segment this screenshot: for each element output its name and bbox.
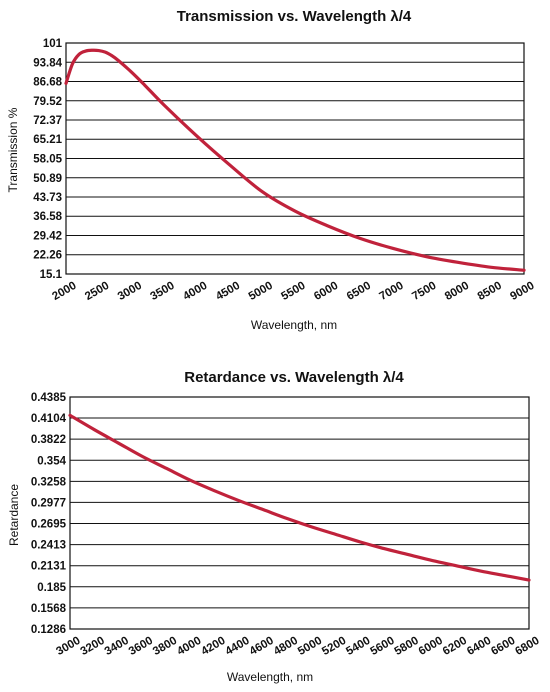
- transmission-x-tick-label: 7500: [410, 280, 438, 303]
- transmission-chart: Transmission vs. Wavelength λ/4 101 93.84…: [6, 8, 537, 332]
- retardance-x-tick-label: 3600: [127, 635, 155, 658]
- retardance-x-axis-label: Wavelength, nm: [227, 670, 313, 684]
- retardance-x-tick-label: 5400: [344, 635, 372, 658]
- retardance-y-tick-label: 0.1568: [31, 603, 67, 615]
- retardance-y-tick-label: 0.354: [37, 455, 66, 467]
- transmission-y-tick-label: 58.05: [33, 154, 62, 166]
- retardance-x-tick-label: 3200: [79, 635, 107, 658]
- retardance-y-tick-labels: 0.4385 0.4104 0.3822 0.354 0.3258 0.2977 0.269…: [31, 392, 67, 636]
- retardance-y-tick-label: 0.3822: [31, 434, 66, 446]
- retardance-x-tick-label: 4200: [199, 635, 227, 658]
- retardance-y-tick-label: 0.2977: [31, 497, 66, 509]
- transmission-x-tick-label: 4500: [214, 280, 242, 303]
- transmission-y-tick-label: 93.84: [33, 57, 62, 69]
- retardance-plot-frame: [69, 396, 530, 630]
- transmission-y-tick-label: 86.68: [33, 77, 62, 89]
- transmission-y-tick-label: 29.42: [33, 230, 62, 242]
- retardance-chart-title: Retardance vs. Wavelength λ/4: [184, 369, 404, 386]
- retardance-x-tick-label: 6800: [513, 635, 541, 658]
- transmission-y-tick-label: 79.52: [33, 96, 62, 108]
- retardance-x-tick-label: 5800: [393, 635, 421, 658]
- transmission-gridlines: [66, 42, 524, 275]
- transmission-x-tick-label: 3500: [149, 280, 177, 303]
- transmission-x-tick-label: 6500: [345, 280, 373, 303]
- retardance-x-tick-label: 6600: [489, 635, 517, 658]
- transmission-y-axis-label: Transmission %: [6, 107, 20, 192]
- transmission-x-tick-label: 3000: [116, 280, 144, 303]
- retardance-y-tick-label: 0.4104: [31, 413, 67, 425]
- transmission-plot-frame: [65, 42, 525, 275]
- retardance-x-tick-label: 6000: [417, 635, 445, 658]
- transmission-y-tick-label: 65.21: [33, 134, 62, 146]
- retardance-x-tick-label: 3800: [151, 635, 179, 658]
- transmission-y-tick-labels: 101 93.84 86.68 79.52 72.37 65.21 58.05 50.89 43…: [33, 38, 62, 281]
- retardance-series-line: [68, 413, 531, 582]
- retardance-y-tick-label: 0.3258: [31, 476, 67, 488]
- transmission-x-tick-label: 8500: [476, 280, 504, 303]
- transmission-y-tick-label: 43.73: [33, 192, 62, 204]
- retardance-x-tick-label: 5200: [320, 635, 348, 658]
- retardance-y-tick-label: 0.2131: [31, 561, 67, 573]
- retardance-x-tick-label: 5000: [296, 635, 324, 658]
- retardance-x-tick-label: 4800: [272, 635, 300, 658]
- transmission-x-tick-label: 5500: [279, 280, 307, 303]
- retardance-x-tick-label: 6400: [465, 635, 493, 658]
- retardance-y-axis-label: Retardance: [7, 484, 21, 546]
- transmission-x-tick-label: 8000: [443, 280, 471, 303]
- transmission-x-tick-label: 4000: [181, 280, 209, 303]
- transmission-x-axis-label: Wavelength, nm: [251, 318, 337, 332]
- retardance-x-tick-labels: 3000320034003600380040004200440046004800…: [54, 635, 541, 658]
- retardance-x-tick-label: 4600: [248, 635, 276, 658]
- retardance-x-tick-label: 4400: [224, 635, 252, 658]
- transmission-y-tick-label: 50.89: [33, 173, 62, 185]
- transmission-y-tick-label: 72.37: [33, 115, 62, 127]
- retardance-y-tick-label: 0.4385: [31, 392, 67, 404]
- transmission-chart-title: Transmission vs. Wavelength λ/4: [177, 8, 412, 25]
- retardance-y-tick-label: 0.185: [37, 582, 66, 594]
- retardance-x-tick-label: 3000: [54, 635, 82, 658]
- transmission-y-tick-label: 22.26: [33, 250, 62, 262]
- transmission-y-tick-label: 36.58: [33, 211, 62, 223]
- retardance-y-tick-label: 0.2695: [31, 519, 67, 531]
- transmission-x-tick-label: 6000: [312, 280, 340, 303]
- transmission-y-tick-label: 101: [43, 38, 63, 50]
- retardance-chart: Retardance vs. Wavelength λ/4 0.4385 0.41…: [7, 369, 542, 684]
- transmission-x-tick-label: 2500: [83, 280, 111, 303]
- retardance-x-tick-label: 6200: [441, 635, 469, 658]
- retardance-x-tick-label: 3400: [103, 635, 131, 658]
- transmission-x-tick-label: 5000: [247, 280, 275, 303]
- transmission-x-tick-label: 2000: [50, 280, 78, 303]
- retardance-y-tick-label: 0.2413: [31, 540, 66, 552]
- retardance-gridlines: [70, 396, 529, 630]
- retardance-x-tick-label: 4000: [175, 635, 203, 658]
- transmission-y-tick-label: 15.1: [40, 269, 63, 281]
- transmission-x-tick-labels: 2000 2500 3000 3500 4000 4500 5000 5500 6000 6500…: [50, 280, 536, 303]
- transmission-x-tick-label: 7000: [378, 280, 406, 303]
- transmission-x-tick-label: 9000: [508, 280, 536, 303]
- retardance-y-tick-label: 0.1286: [31, 624, 66, 636]
- transmission-series-line: [64, 48, 526, 272]
- retardance-x-tick-label: 5600: [368, 635, 396, 658]
